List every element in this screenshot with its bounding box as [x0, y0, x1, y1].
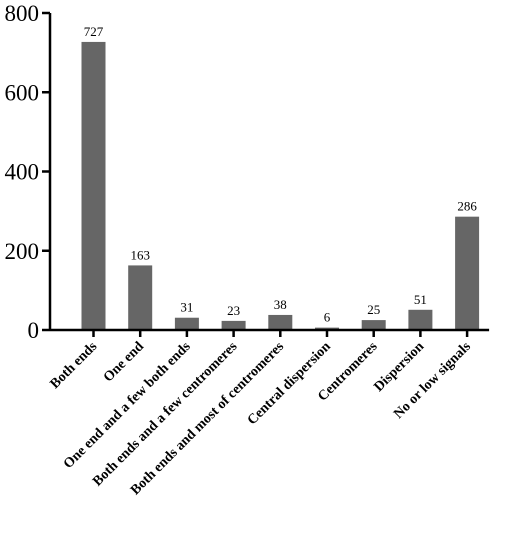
bar: [455, 216, 480, 330]
y-tick-label: 600: [5, 80, 40, 105]
data-label: 51: [414, 292, 427, 307]
bar: [361, 320, 386, 330]
bar: [408, 309, 433, 330]
bar: [268, 314, 293, 330]
y-tick-label: 400: [5, 160, 40, 185]
bar: [174, 317, 199, 330]
x-category-label: Both ends: [48, 339, 101, 392]
data-label: 727: [84, 24, 104, 39]
bar: [128, 265, 153, 330]
data-label: 286: [457, 199, 477, 214]
y-tick-label: 200: [5, 239, 40, 264]
y-tick-label: 0: [28, 318, 40, 343]
y-axis: 0 200 400 600 800: [5, 1, 52, 343]
bars: 727 163 31 23 38 6 25 51 286: [81, 24, 480, 331]
x-category-label: One end: [101, 339, 147, 385]
bar: [81, 41, 106, 331]
data-label: 163: [130, 247, 150, 262]
data-label: 25: [367, 302, 380, 317]
data-label: 31: [180, 300, 193, 315]
x-category-label: Central dispersion: [245, 339, 334, 428]
y-tick-label: 800: [5, 1, 40, 26]
data-label: 6: [324, 310, 331, 325]
data-label: 23: [227, 303, 240, 318]
bar: [221, 320, 246, 330]
data-label: 38: [274, 297, 287, 312]
